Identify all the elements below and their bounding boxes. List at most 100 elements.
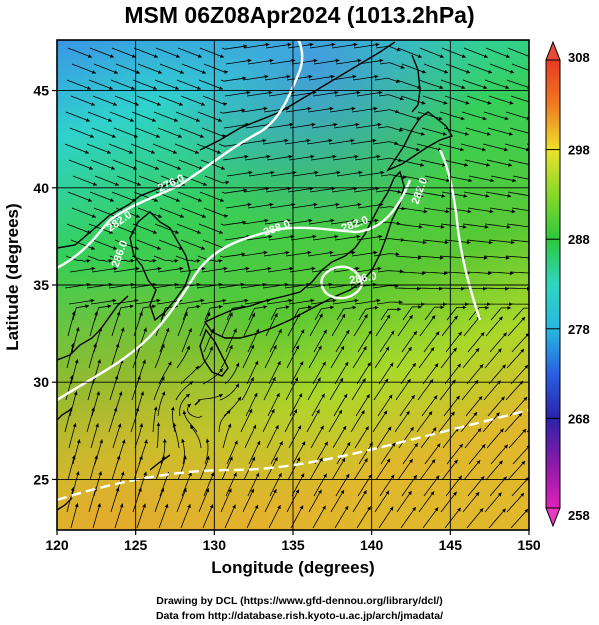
streamline-arrow xyxy=(318,345,322,350)
streamline xyxy=(441,315,459,337)
streamline xyxy=(179,267,206,273)
lat-lon-grid xyxy=(56,40,530,530)
streamline xyxy=(157,391,166,417)
streamline-arrow xyxy=(93,343,97,348)
streamline xyxy=(285,377,299,401)
streamline xyxy=(287,457,301,481)
streamline-arrow xyxy=(156,246,161,250)
streamline-arrow xyxy=(178,102,183,106)
streamline xyxy=(89,455,98,481)
streamline xyxy=(352,490,367,513)
streamline-arrow xyxy=(542,381,546,385)
streamline-arrow xyxy=(152,304,156,309)
streamline xyxy=(109,375,118,401)
streamline xyxy=(248,306,268,321)
streamline xyxy=(181,207,207,218)
streamline xyxy=(223,123,250,129)
streamline xyxy=(182,305,201,321)
streamline xyxy=(266,299,293,305)
streamline-arrow xyxy=(356,234,361,239)
streamline-arrow xyxy=(324,441,328,446)
streamline-arrow xyxy=(307,106,312,111)
streamline-arrow xyxy=(345,474,350,478)
streamline xyxy=(372,141,399,145)
streamline-arrow xyxy=(485,194,490,198)
contour-label: 286.0 xyxy=(348,270,377,287)
streamline xyxy=(530,317,548,336)
streamline-arrow xyxy=(87,54,92,58)
streamline-arrow xyxy=(476,460,481,465)
streamline xyxy=(332,425,347,449)
streamline-arrow xyxy=(197,54,202,58)
streamline xyxy=(396,79,422,89)
streamline xyxy=(67,191,93,202)
streamline xyxy=(153,111,179,122)
streamline-arrow xyxy=(489,209,494,214)
streamline xyxy=(156,422,159,449)
streamline xyxy=(112,299,139,305)
streamline-arrow xyxy=(269,202,274,207)
streamline xyxy=(374,77,400,83)
streamline-arrow xyxy=(335,202,340,207)
streamline xyxy=(66,79,92,90)
coastlines xyxy=(57,41,454,511)
streamline-arrow xyxy=(143,327,147,332)
streamline xyxy=(220,221,247,226)
streamline xyxy=(68,159,94,170)
streamline xyxy=(401,207,428,213)
streamline-arrow xyxy=(84,150,89,154)
streamline xyxy=(355,394,371,417)
streamline xyxy=(510,508,529,529)
streamline xyxy=(376,301,403,305)
streamline xyxy=(314,306,334,321)
streamline-arrow xyxy=(307,250,312,255)
streamline-arrow xyxy=(110,166,115,170)
streamline-arrow xyxy=(319,313,323,318)
streamline xyxy=(424,443,441,465)
colorbar-tick-label: 298 xyxy=(568,143,590,158)
y-tick-label: 30 xyxy=(33,374,49,390)
streamline-arrow xyxy=(440,224,445,229)
streamline xyxy=(423,63,449,74)
streamline-arrow xyxy=(289,266,294,271)
streamline xyxy=(242,488,255,513)
streamline xyxy=(487,396,506,417)
streamline-arrow xyxy=(390,330,395,335)
streamline-arrow xyxy=(248,170,253,175)
streamline xyxy=(309,43,336,49)
streamline-arrow xyxy=(284,138,289,143)
streamline xyxy=(352,346,367,369)
streamline-arrow xyxy=(156,298,161,303)
streamline-arrow xyxy=(388,394,393,399)
streamline-arrow xyxy=(218,259,223,263)
streamline-arrow xyxy=(216,150,221,154)
streamline xyxy=(372,285,399,289)
streamline xyxy=(222,423,232,449)
streamline xyxy=(329,377,344,401)
streamline-arrow xyxy=(310,154,315,159)
streamline-arrow xyxy=(274,313,278,318)
streamline xyxy=(70,239,96,250)
streamline-arrow xyxy=(364,458,368,463)
streamline-arrow xyxy=(174,230,179,234)
streamline-arrow xyxy=(366,394,370,399)
streamline xyxy=(222,155,249,161)
streamline-arrow xyxy=(486,163,490,167)
streamline-arrow xyxy=(475,348,480,353)
streamline xyxy=(71,207,97,218)
streamline-arrow xyxy=(439,255,444,260)
streamline xyxy=(511,476,529,497)
streamline xyxy=(180,365,200,385)
streamline xyxy=(86,143,112,154)
streamline-arrow xyxy=(463,194,468,198)
streamline-arrow xyxy=(504,147,508,152)
streamline-arrow xyxy=(395,252,400,257)
streamline xyxy=(64,407,72,433)
streamline xyxy=(328,139,355,145)
streamline xyxy=(401,330,418,353)
streamline-arrow xyxy=(380,170,385,175)
streamline xyxy=(465,127,491,136)
streamline-arrow xyxy=(332,298,337,303)
streamline-arrow xyxy=(510,69,514,74)
